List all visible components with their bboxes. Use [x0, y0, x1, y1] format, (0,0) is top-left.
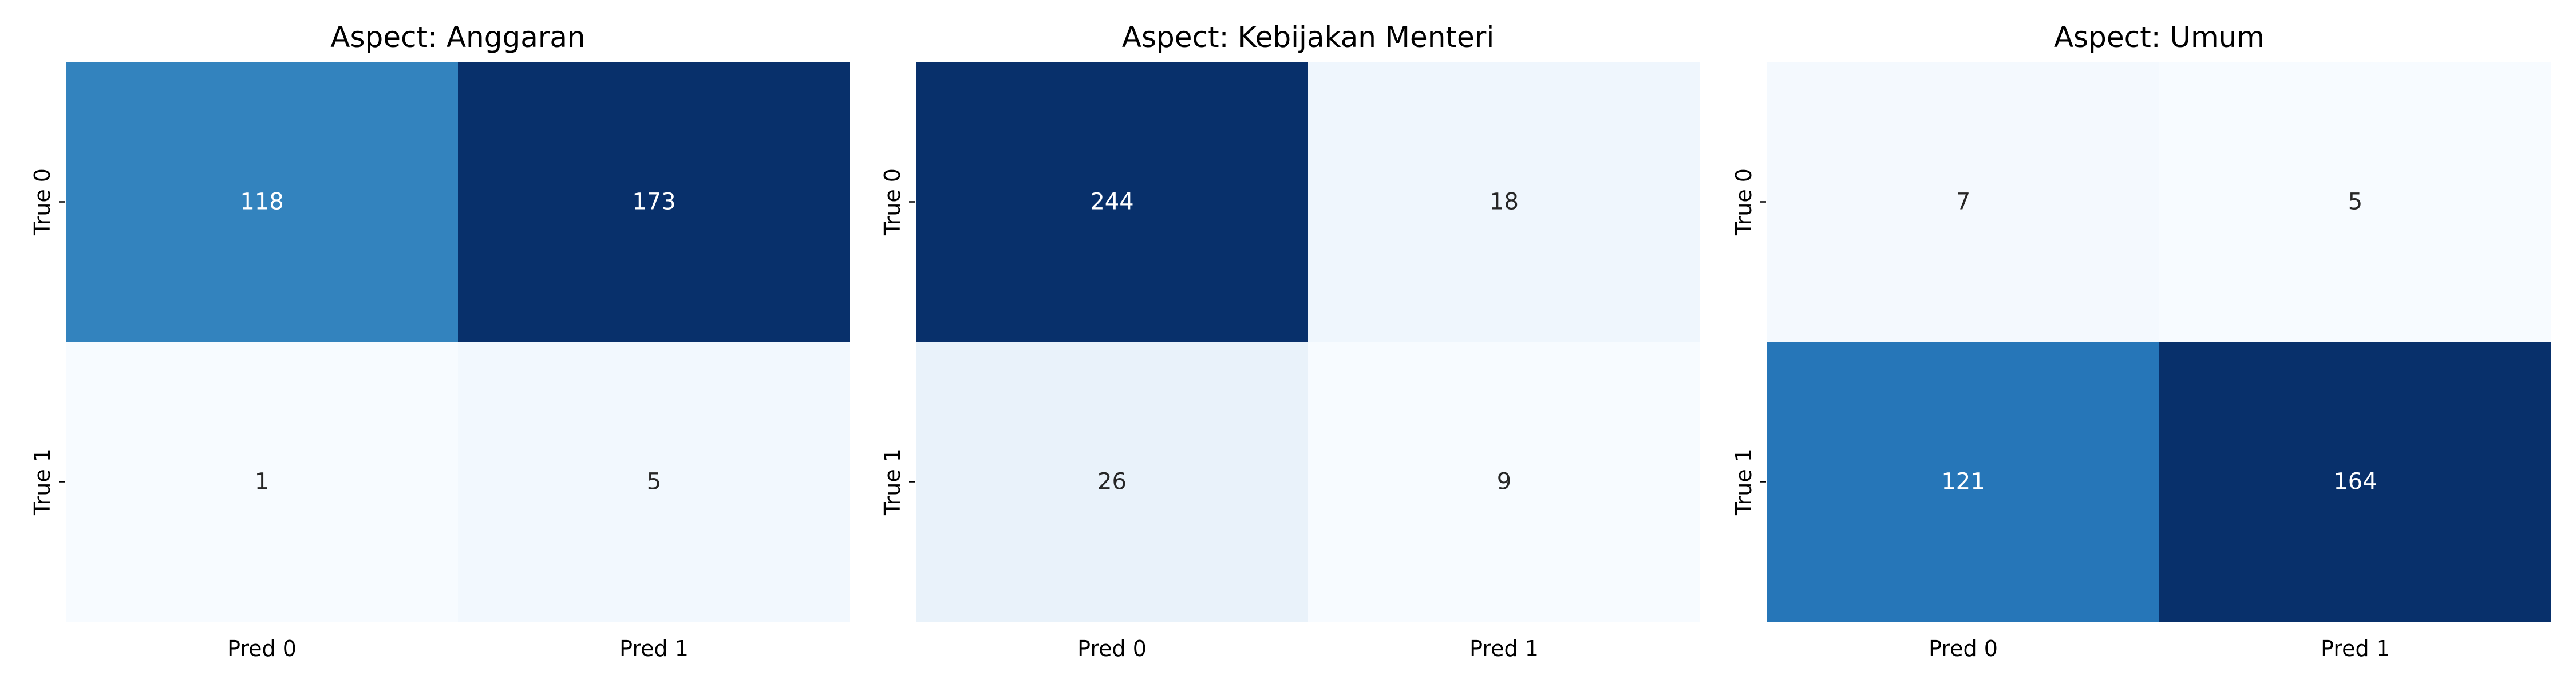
heatmap-panel: Aspect: Anggaran 118 173 1 5 True 0 True 1 Pred… [30, 21, 850, 661]
cell-value-label: 7 [1956, 189, 1970, 215]
heatmap-cell [458, 342, 850, 622]
x-tick-label: Pred 0 [1077, 636, 1147, 661]
heatmap-panel: Aspect: Kebijakan Menteri 244 18 26 9 True 0 T… [880, 21, 1700, 661]
heatmap-cell [1308, 342, 1700, 622]
cell-value-label: 173 [632, 189, 675, 215]
x-tick-label: Pred 1 [2321, 636, 2390, 661]
cell-value-label: 5 [647, 469, 661, 495]
cell-value-label: 244 [1090, 189, 1133, 215]
heatmap-cell [916, 62, 1308, 342]
heatmap-cell [2159, 342, 2551, 622]
heatmap-cell [2159, 62, 2551, 342]
y-tick-label: True 0 [1731, 168, 1756, 236]
heatmap-cell [1767, 62, 2159, 342]
x-tick-label: Pred 1 [1469, 636, 1539, 661]
heatmap-cell [1308, 62, 1700, 342]
heatmap-panel: Aspect: Umum 7 5 121 164 True 0 True 1 Pred 0 Pr… [1731, 21, 2551, 661]
heatmap-cell [66, 342, 458, 622]
y-tick-label: True 1 [1731, 448, 1756, 516]
cell-value-label: 5 [2348, 189, 2362, 215]
x-tick-label: Pred 1 [619, 636, 689, 661]
panel-title: Aspect: Kebijakan Menteri [1122, 21, 1495, 54]
cell-value-label: 26 [1097, 469, 1127, 495]
x-tick-label: Pred 0 [1929, 636, 1998, 661]
cell-value-label: 1 [255, 469, 269, 495]
heatmap-cell [458, 62, 850, 342]
heatmap-cell [1767, 342, 2159, 622]
heatmap-cell [916, 342, 1308, 622]
cell-value-label: 118 [240, 189, 283, 215]
panel-title: Aspect: Umum [2054, 21, 2265, 54]
cell-value-label: 164 [2333, 469, 2377, 495]
cell-value-label: 121 [1941, 469, 1985, 495]
panel-title: Aspect: Anggaran [330, 21, 585, 54]
x-tick-label: Pred 0 [227, 636, 297, 661]
cell-value-label: 18 [1490, 189, 1519, 215]
y-tick-label: True 0 [880, 168, 905, 236]
heatmap-cell [66, 62, 458, 342]
cell-value-label: 9 [1497, 469, 1511, 495]
y-tick-label: True 0 [30, 168, 55, 236]
y-tick-label: True 1 [880, 448, 905, 516]
y-tick-label: True 1 [30, 448, 55, 516]
